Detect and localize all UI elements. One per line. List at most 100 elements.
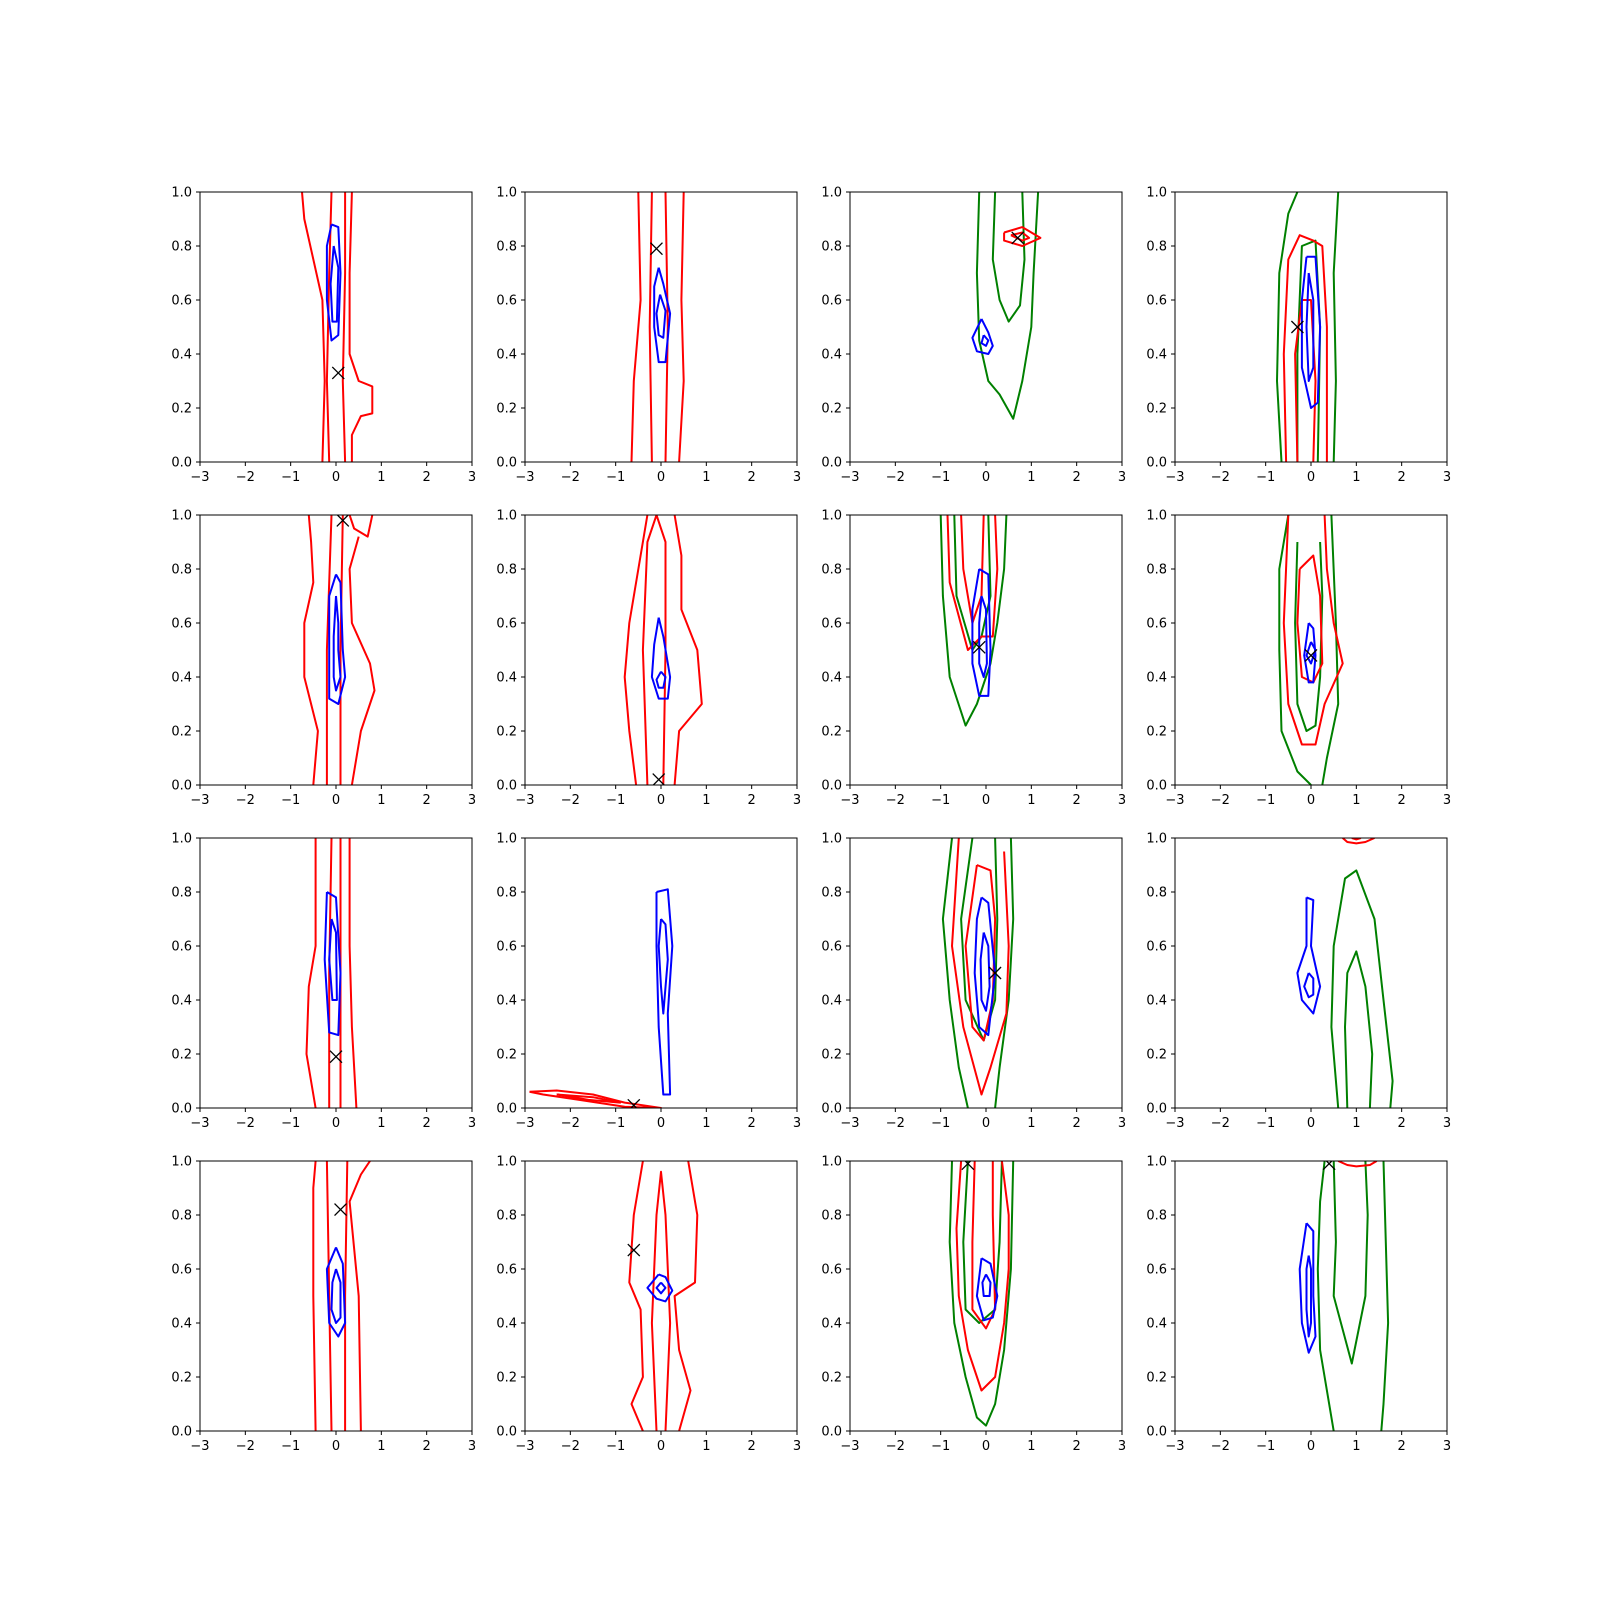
contour-green-1 bbox=[1278, 515, 1312, 785]
y-tick-label: 0.6 bbox=[1146, 940, 1167, 955]
contour-blue-6 bbox=[329, 245, 340, 323]
x-tick-label: 1 bbox=[377, 793, 385, 808]
y-tick-label: 0.0 bbox=[171, 779, 192, 794]
contour-red-3 bbox=[955, 1161, 1010, 1392]
plot-area bbox=[312, 1161, 371, 1431]
contour-blue-4 bbox=[657, 918, 669, 1015]
plot-area bbox=[529, 888, 674, 1108]
x-marker bbox=[627, 1098, 641, 1108]
y-tick-label: 0.4 bbox=[821, 994, 842, 1009]
subplot-4-1: −3 −2 −1 0 1 2 3 0.0 0.2 0.4 0.6 0.8 1.0 bbox=[171, 1155, 476, 1455]
y-tick-label: 1.0 bbox=[1146, 509, 1167, 524]
x-tick-label: −3 bbox=[515, 1116, 534, 1131]
plot-area bbox=[939, 515, 1008, 727]
y-tick-label: 0.6 bbox=[496, 940, 517, 955]
plot-area bbox=[941, 838, 1015, 1108]
y-tick-label: 0.4 bbox=[171, 1317, 192, 1332]
y-tick-label: 0.6 bbox=[171, 940, 192, 955]
y-tick-label: 0.8 bbox=[821, 886, 842, 901]
y-tick-label: 0.2 bbox=[496, 725, 517, 740]
x-marker bbox=[336, 515, 350, 527]
contour-red-4 bbox=[1282, 234, 1328, 462]
y-tick-label: 0.4 bbox=[1146, 1317, 1167, 1332]
y-tick-label: 0.2 bbox=[171, 402, 192, 417]
y-tick-label: 0.0 bbox=[1146, 779, 1167, 794]
y-tick-label: 0.2 bbox=[1146, 1048, 1167, 1063]
x-tick-label: 0 bbox=[332, 1116, 340, 1131]
contour-red-3 bbox=[325, 1161, 333, 1431]
contour-blue-3 bbox=[655, 888, 674, 1096]
plot-area bbox=[303, 515, 376, 785]
contour-red-4 bbox=[1337, 1161, 1378, 1168]
y-tick-label: 0.6 bbox=[1146, 617, 1167, 632]
y-tick-label: 0.8 bbox=[821, 240, 842, 255]
x-tick-label: 2 bbox=[1398, 470, 1406, 485]
y-tick-label: 0.4 bbox=[821, 671, 842, 686]
y-tick-label: 0.8 bbox=[171, 1209, 192, 1224]
plot-area bbox=[971, 192, 1042, 420]
contour-red-5 bbox=[1294, 299, 1317, 462]
subplot-4-3: −3 −2 −1 0 1 2 3 0.0 0.2 0.4 0.6 0.8 1.0 bbox=[821, 1155, 1126, 1455]
x-tick-label: −1 bbox=[1256, 793, 1275, 808]
y-tick-label: 0.4 bbox=[1146, 994, 1167, 1009]
x-tick-label: −3 bbox=[190, 470, 209, 485]
x-tick-label: 2 bbox=[1073, 1439, 1081, 1454]
subplot-4-4: −3 −2 −1 0 1 2 3 0.0 0.2 0.4 0.6 0.8 1.0 bbox=[1146, 1155, 1451, 1455]
x-tick-label: 3 bbox=[468, 1439, 476, 1454]
axes-frame bbox=[199, 191, 473, 463]
contour-red-1 bbox=[623, 515, 649, 785]
x-tick-label: 3 bbox=[793, 1439, 801, 1454]
contour-red-3 bbox=[348, 536, 376, 785]
x-tick-label: −1 bbox=[1256, 1116, 1275, 1131]
x-marker bbox=[972, 640, 986, 654]
contour-green-1 bbox=[941, 838, 969, 1108]
contour-red-1 bbox=[529, 1089, 662, 1108]
x-tick-label: 0 bbox=[657, 1439, 665, 1454]
x-marker bbox=[627, 1243, 641, 1257]
x-tick-label: 1 bbox=[702, 470, 710, 485]
contour-red-5 bbox=[1296, 554, 1324, 684]
contour-blue-6 bbox=[981, 1273, 992, 1297]
x-tick-label: −2 bbox=[1211, 470, 1230, 485]
y-tick-label: 0.0 bbox=[821, 1102, 842, 1117]
x-tick-label: 1 bbox=[1352, 1116, 1360, 1131]
x-tick-label: −2 bbox=[1211, 1116, 1230, 1131]
contour-blue-5 bbox=[971, 318, 994, 355]
x-tick-label: −3 bbox=[190, 793, 209, 808]
contour-red-1 bbox=[312, 1161, 317, 1431]
contour-red-3 bbox=[1003, 226, 1042, 247]
x-tick-label: −2 bbox=[1211, 1439, 1230, 1454]
plot-area bbox=[1296, 838, 1394, 1108]
x-tick-label: −1 bbox=[931, 793, 950, 808]
y-tick-label: 1.0 bbox=[171, 1155, 192, 1170]
x-tick-label: 2 bbox=[1398, 1439, 1406, 1454]
contour-blue-6 bbox=[1305, 1255, 1312, 1338]
y-tick-label: 1.0 bbox=[821, 186, 842, 201]
x-tick-label: −1 bbox=[281, 793, 300, 808]
contour-red-1 bbox=[630, 192, 642, 462]
y-tick-label: 0.2 bbox=[496, 1048, 517, 1063]
y-tick-label: 0.4 bbox=[1146, 348, 1167, 363]
y-tick-label: 0.8 bbox=[171, 886, 192, 901]
x-tick-label: −1 bbox=[931, 470, 950, 485]
y-tick-label: 0.0 bbox=[496, 1102, 517, 1117]
y-tick-label: 0.2 bbox=[1146, 1371, 1167, 1386]
x-tick-label: 2 bbox=[748, 470, 756, 485]
plot-area bbox=[1278, 515, 1344, 785]
y-tick-label: 1.0 bbox=[171, 832, 192, 847]
y-tick-label: 1.0 bbox=[496, 1155, 517, 1170]
x-tick-label: 1 bbox=[1027, 470, 1035, 485]
x-tick-label: 0 bbox=[657, 793, 665, 808]
x-tick-label: −2 bbox=[886, 470, 905, 485]
contour-red-2 bbox=[348, 1161, 371, 1431]
x-tick-label: 1 bbox=[702, 793, 710, 808]
x-tick-label: 1 bbox=[1352, 470, 1360, 485]
contour-red-4 bbox=[971, 1161, 997, 1330]
x-tick-label: 0 bbox=[1307, 1116, 1315, 1131]
y-tick-label: 0.6 bbox=[171, 294, 192, 309]
y-tick-label: 0.0 bbox=[1146, 1425, 1167, 1440]
x-tick-label: −3 bbox=[515, 1439, 534, 1454]
y-tick-label: 0.2 bbox=[1146, 725, 1167, 740]
x-tick-label: 0 bbox=[332, 470, 340, 485]
y-tick-label: 0.2 bbox=[496, 1371, 517, 1386]
